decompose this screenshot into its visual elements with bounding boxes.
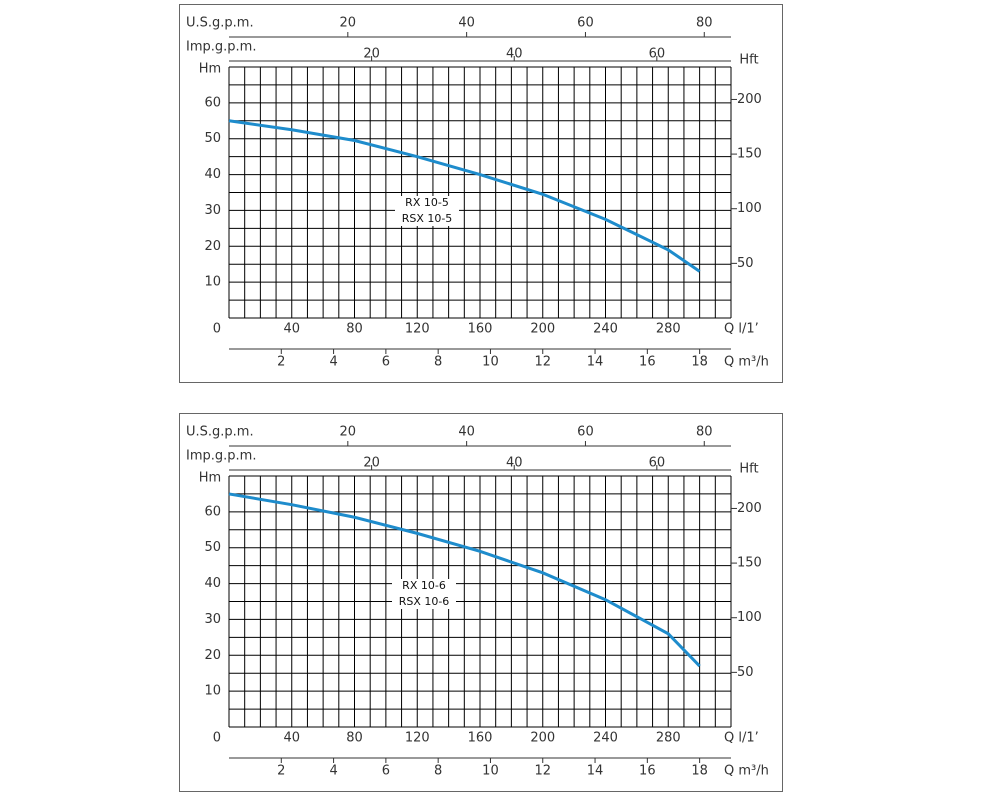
axis-tick-label: 20	[340, 16, 357, 31]
y-axis-label: Hm	[199, 62, 221, 77]
y2-tick-label: 150	[737, 147, 762, 162]
axis-tick-label: 18	[691, 355, 708, 370]
y-tick-label: 60	[204, 504, 221, 519]
x-tick-label: 280	[656, 322, 681, 337]
y-tick-label: 30	[204, 203, 221, 218]
axis-label: Q m³/h	[724, 355, 769, 370]
axis-tick-label: 40	[458, 425, 475, 440]
axis-tick-label: 10	[482, 764, 499, 779]
axis-tick-label: 20	[363, 47, 380, 62]
y-tick-label: 20	[204, 648, 221, 663]
annotation: RX 10-6	[402, 579, 446, 592]
y2-axis-label: Hft	[739, 462, 758, 477]
axis-tick-label: 6	[382, 764, 390, 779]
x-tick-label: 120	[405, 731, 430, 746]
y2-tick-label: 100	[737, 610, 762, 625]
y-tick-label: 50	[204, 540, 221, 555]
x-tick-label: 200	[530, 322, 555, 337]
y-tick-label: 40	[204, 576, 221, 591]
y2-tick-label: 150	[737, 556, 762, 571]
y-tick-label: 60	[204, 95, 221, 110]
axis-label: U.S.g.p.m.	[186, 425, 254, 440]
axis-tick-label: 18	[691, 764, 708, 779]
axis-tick-label: 14	[587, 355, 604, 370]
axis-label: Imp.g.p.m.	[186, 449, 256, 464]
x-tick-label: 280	[656, 731, 681, 746]
y2-tick-label: 200	[737, 92, 762, 107]
annotation: RSX 10-6	[399, 595, 450, 608]
axis-label: Q m³/h	[724, 764, 769, 779]
axis-tick-label: 10	[482, 355, 499, 370]
x-tick-label: 240	[593, 322, 618, 337]
x-tick-label: 160	[468, 322, 493, 337]
y-axis-label: Hm	[199, 471, 221, 486]
x-axis-label: Q l/1’	[724, 322, 759, 337]
y2-tick-label: 50	[737, 665, 754, 680]
annotation: RSX 10-5	[402, 212, 453, 225]
axis-label: U.S.g.p.m.	[186, 16, 254, 31]
annotation: RX 10-5	[405, 196, 449, 209]
axis-tick-label: 60	[577, 425, 594, 440]
axis-tick-label: 40	[458, 16, 475, 31]
axis-tick-label: 80	[696, 425, 713, 440]
axis-tick-label: 40	[506, 456, 523, 471]
chart-frame	[179, 4, 783, 383]
y2-tick-label: 100	[737, 201, 762, 216]
x-tick-label: 240	[593, 731, 618, 746]
axis-tick-label: 4	[329, 355, 337, 370]
x-tick-label: 40	[283, 731, 300, 746]
axis-tick-label: 80	[696, 16, 713, 31]
x-tick-label: 80	[346, 322, 363, 337]
y-tick-label: 10	[204, 275, 221, 290]
y2-tick-label: 200	[737, 501, 762, 516]
axis-tick-label: 8	[434, 355, 442, 370]
y-tick-label: 50	[204, 131, 221, 146]
axis-tick-label: 12	[534, 355, 551, 370]
annotation-bg	[395, 196, 459, 226]
curve	[228, 492, 701, 668]
x-axis-label: Q l/1’	[724, 731, 759, 746]
axis-tick-label: 60	[649, 456, 666, 471]
axis-tick-label: 8	[434, 764, 442, 779]
x-tick-label: 120	[405, 322, 430, 337]
x-tick-label: 200	[530, 731, 555, 746]
axis-tick-label: 6	[382, 355, 390, 370]
y-tick-label: 40	[204, 167, 221, 182]
axis-tick-label: 20	[363, 456, 380, 471]
x-tick-label: 40	[283, 322, 300, 337]
axis-tick-label: 2	[277, 355, 285, 370]
annotation-bg	[392, 579, 456, 609]
y2-axis-label: Hft	[739, 53, 758, 68]
curve	[228, 119, 701, 273]
axis-tick-label: 60	[577, 16, 594, 31]
axis-tick-label: 16	[639, 764, 656, 779]
y-tick-label: 30	[204, 612, 221, 627]
axis-tick-label: 20	[340, 425, 357, 440]
axis-tick-label: 60	[649, 47, 666, 62]
axis-label: Imp.g.p.m.	[186, 40, 256, 55]
axis-tick-label: 16	[639, 355, 656, 370]
y-tick-label: 20	[204, 239, 221, 254]
y-tick-label: 10	[204, 684, 221, 699]
axis-tick-label: 40	[506, 47, 523, 62]
x-tick-label: 160	[468, 731, 493, 746]
y-tick-label: 0	[213, 322, 221, 337]
axis-tick-label: 12	[534, 764, 551, 779]
y-tick-label: 0	[213, 731, 221, 746]
axis-tick-label: 4	[329, 764, 337, 779]
axis-tick-label: 2	[277, 764, 285, 779]
y2-tick-label: 50	[737, 256, 754, 271]
x-tick-label: 80	[346, 731, 363, 746]
axis-tick-label: 14	[587, 764, 604, 779]
